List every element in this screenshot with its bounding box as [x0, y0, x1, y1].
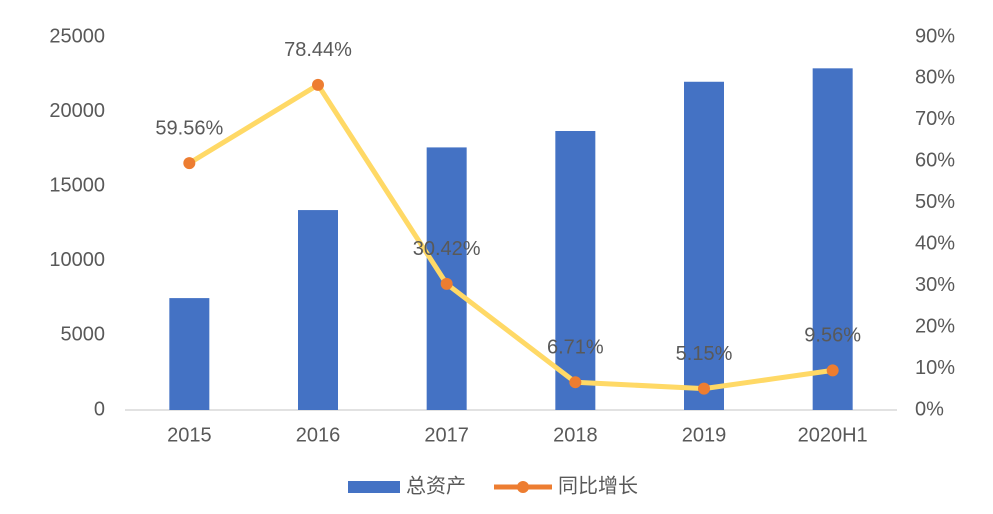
- bar: [169, 298, 210, 410]
- y2-tick-label: 90%: [915, 25, 955, 47]
- bar: [298, 210, 338, 410]
- y2-tick-label: 80%: [915, 67, 955, 89]
- marker: [312, 78, 324, 91]
- marker: [569, 376, 582, 389]
- marker: [440, 277, 453, 290]
- data-label: 5.15%: [676, 343, 733, 365]
- y2-tick-label: 20%: [915, 315, 955, 337]
- x-tick-label: 2020H1: [798, 424, 868, 446]
- y2-tick-label: 30%: [915, 274, 955, 296]
- legend-label: 总资产: [406, 474, 466, 497]
- x-tick-label: 2018: [553, 424, 598, 446]
- x-tick-label: 2017: [424, 424, 469, 446]
- y-tick-label: 0: [94, 398, 105, 420]
- line: [186, 82, 836, 392]
- marker: [183, 157, 196, 170]
- data-label: 78.44%: [284, 39, 352, 61]
- y2-tick-label: 10%: [915, 357, 955, 379]
- y2-tick-label: 60%: [915, 150, 955, 172]
- marker: [698, 382, 710, 395]
- data-label: 6.71%: [547, 336, 604, 358]
- y2-tick-label: 50%: [915, 191, 955, 213]
- x-tick-label: 2019: [682, 424, 727, 446]
- y-tick-label: 20000: [49, 100, 105, 122]
- legend-marker: [517, 481, 529, 493]
- data-label: 59.56%: [155, 117, 223, 139]
- bar: [812, 68, 853, 410]
- y-tick-label: 25000: [49, 25, 105, 47]
- y2-tick-label: 70%: [915, 108, 955, 130]
- y2-tick-label: 40%: [915, 233, 955, 255]
- x-tick-label: 2015: [167, 424, 212, 446]
- y-tick-label: 10000: [49, 249, 105, 271]
- legend-label: 同比增长: [558, 474, 638, 497]
- bar: [555, 130, 596, 410]
- x-tick-label: 2016: [296, 424, 341, 446]
- y-tick-label: 15000: [49, 174, 105, 196]
- data-label: 30.42%: [413, 238, 481, 260]
- marker: [826, 364, 839, 377]
- bar: [684, 81, 724, 410]
- y2-tick-label: 0%: [915, 398, 944, 420]
- data-label: 9.56%: [804, 325, 861, 347]
- y-tick-label: 5000: [61, 324, 106, 346]
- legend-swatch: [348, 481, 400, 493]
